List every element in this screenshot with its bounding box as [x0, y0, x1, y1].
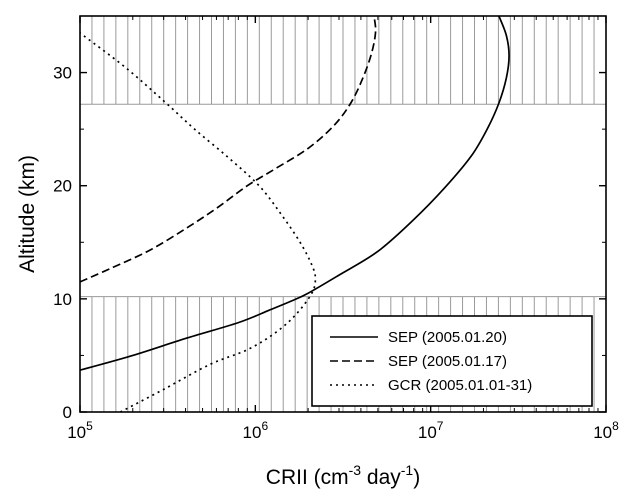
y-axis-title: Altitude (km) [16, 155, 39, 273]
x-axis-title-exp2: -1 [401, 462, 414, 478]
series-line-2 [80, 32, 317, 412]
x-tick-label: 107 [418, 419, 444, 442]
y-tick-label: 10 [53, 290, 72, 309]
y-tick-label: 30 [53, 64, 72, 83]
legend: SEP (2005.01.20) SEP (2005.01.17) GCR (2… [311, 315, 593, 407]
x-axis-title-base: CRII (cm [266, 466, 349, 489]
series-line-1 [80, 16, 377, 283]
x-axis-title-exp1: -3 [349, 462, 362, 478]
x-axis-title-mid: day [361, 466, 401, 489]
series-line-0 [80, 16, 510, 371]
legend-label-sep-17: SEP (2005.01.17) [388, 353, 507, 370]
plot-frame [79, 15, 607, 413]
x-axis-title: CRII (cm-3 day-1) [266, 462, 420, 489]
x-tick-label: 105 [67, 419, 93, 442]
x-tick-label: 108 [593, 419, 619, 442]
shaded-band-1 [80, 16, 606, 105]
x-axis-title-end: ) [413, 466, 420, 489]
series-layer [80, 16, 510, 412]
legend-label-gcr: GCR (2005.01.01-31) [388, 377, 532, 394]
y-tick-label: 20 [53, 177, 72, 196]
x-tick-label: 106 [243, 419, 269, 442]
axis-ticks: 105 106 107 108 0 10 20 30 [53, 16, 619, 442]
y-tick-label: 0 [63, 403, 72, 422]
legend-label-sep-20: SEP (2005.01.20) [388, 329, 507, 346]
